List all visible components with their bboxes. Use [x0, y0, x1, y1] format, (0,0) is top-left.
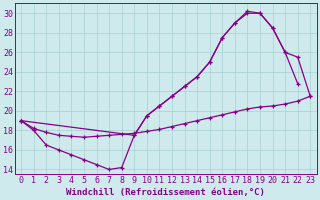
X-axis label: Windchill (Refroidissement éolien,°C): Windchill (Refroidissement éolien,°C)	[66, 188, 265, 197]
